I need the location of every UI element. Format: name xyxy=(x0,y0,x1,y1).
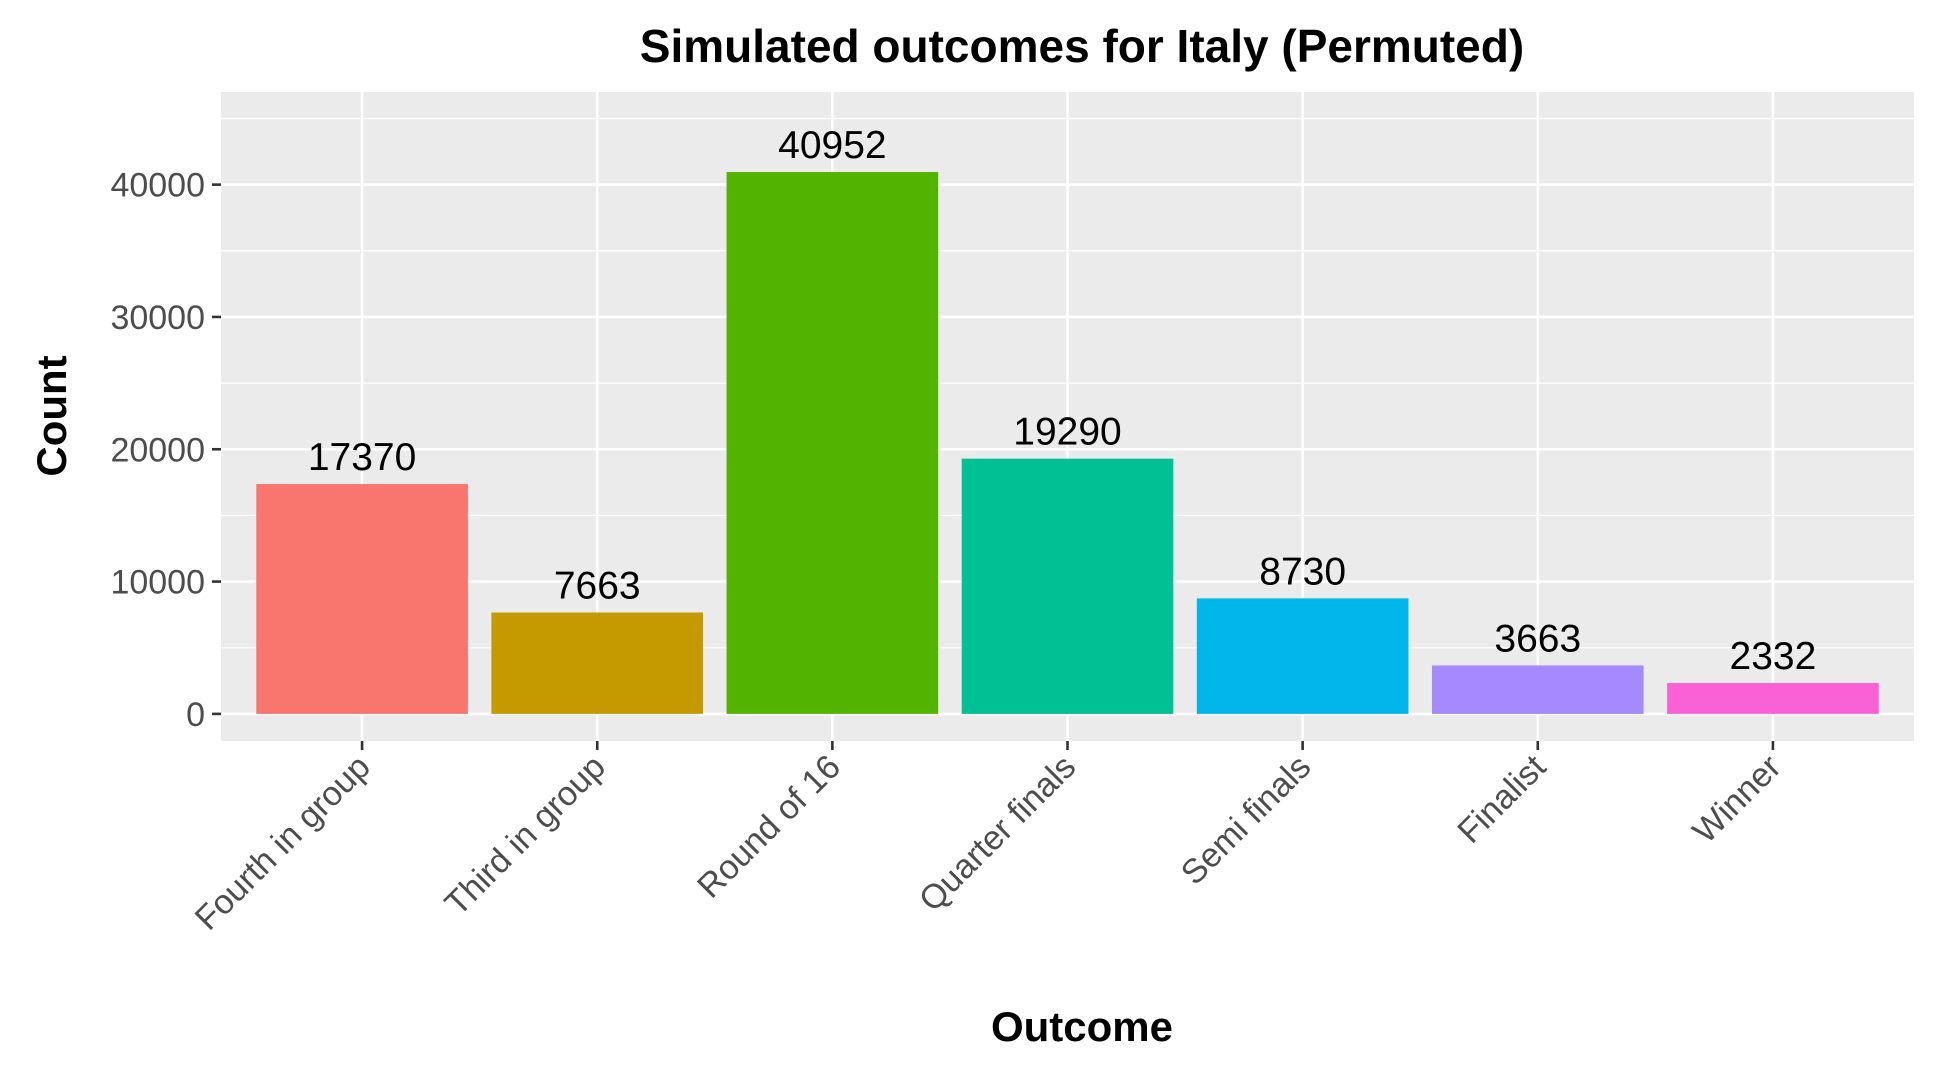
x-axis: Fourth in group Third in group Round of 16… xyxy=(188,741,1789,938)
bar xyxy=(1667,683,1879,714)
data-label: 3663 xyxy=(1494,617,1581,660)
bars xyxy=(256,172,1879,714)
x-tick-label: Finalist xyxy=(1450,747,1553,850)
y-tick-label: 30000 xyxy=(110,299,205,337)
bar xyxy=(726,172,939,714)
data-label: 8730 xyxy=(1259,550,1346,593)
x-axis-title: Outcome xyxy=(991,1003,1173,1050)
data-labels: 17370 7663 40952 19290 8730 3663 2332 xyxy=(308,124,1816,678)
y-axis-title: Count xyxy=(28,355,75,476)
x-tick-label: Winner xyxy=(1686,748,1789,851)
x-tick-label: Fourth in group xyxy=(188,748,378,938)
x-tick-label: Quarter finals xyxy=(912,748,1083,919)
chart-title: Simulated outcomes for Italy (Permuted) xyxy=(640,20,1524,72)
x-tick-label: Round of 16 xyxy=(690,748,848,906)
bar xyxy=(1196,598,1409,714)
y-tick-label: 10000 xyxy=(110,564,205,602)
bar xyxy=(1431,665,1644,714)
data-label: 7663 xyxy=(554,565,641,608)
x-tick-label: Third in group xyxy=(438,748,613,923)
bar xyxy=(256,484,468,714)
y-tick-label: 0 xyxy=(186,696,205,734)
bar xyxy=(491,612,704,714)
y-axis: 0 10000 20000 30000 40000 xyxy=(110,167,221,734)
bar xyxy=(961,458,1174,714)
data-label: 2332 xyxy=(1730,635,1817,678)
y-tick-label: 20000 xyxy=(110,431,205,469)
data-label: 17370 xyxy=(308,436,416,479)
y-tick-label: 40000 xyxy=(110,167,205,205)
data-label: 40952 xyxy=(778,124,886,167)
data-label: 19290 xyxy=(1013,411,1121,454)
x-tick-label: Semi finals xyxy=(1174,748,1318,892)
